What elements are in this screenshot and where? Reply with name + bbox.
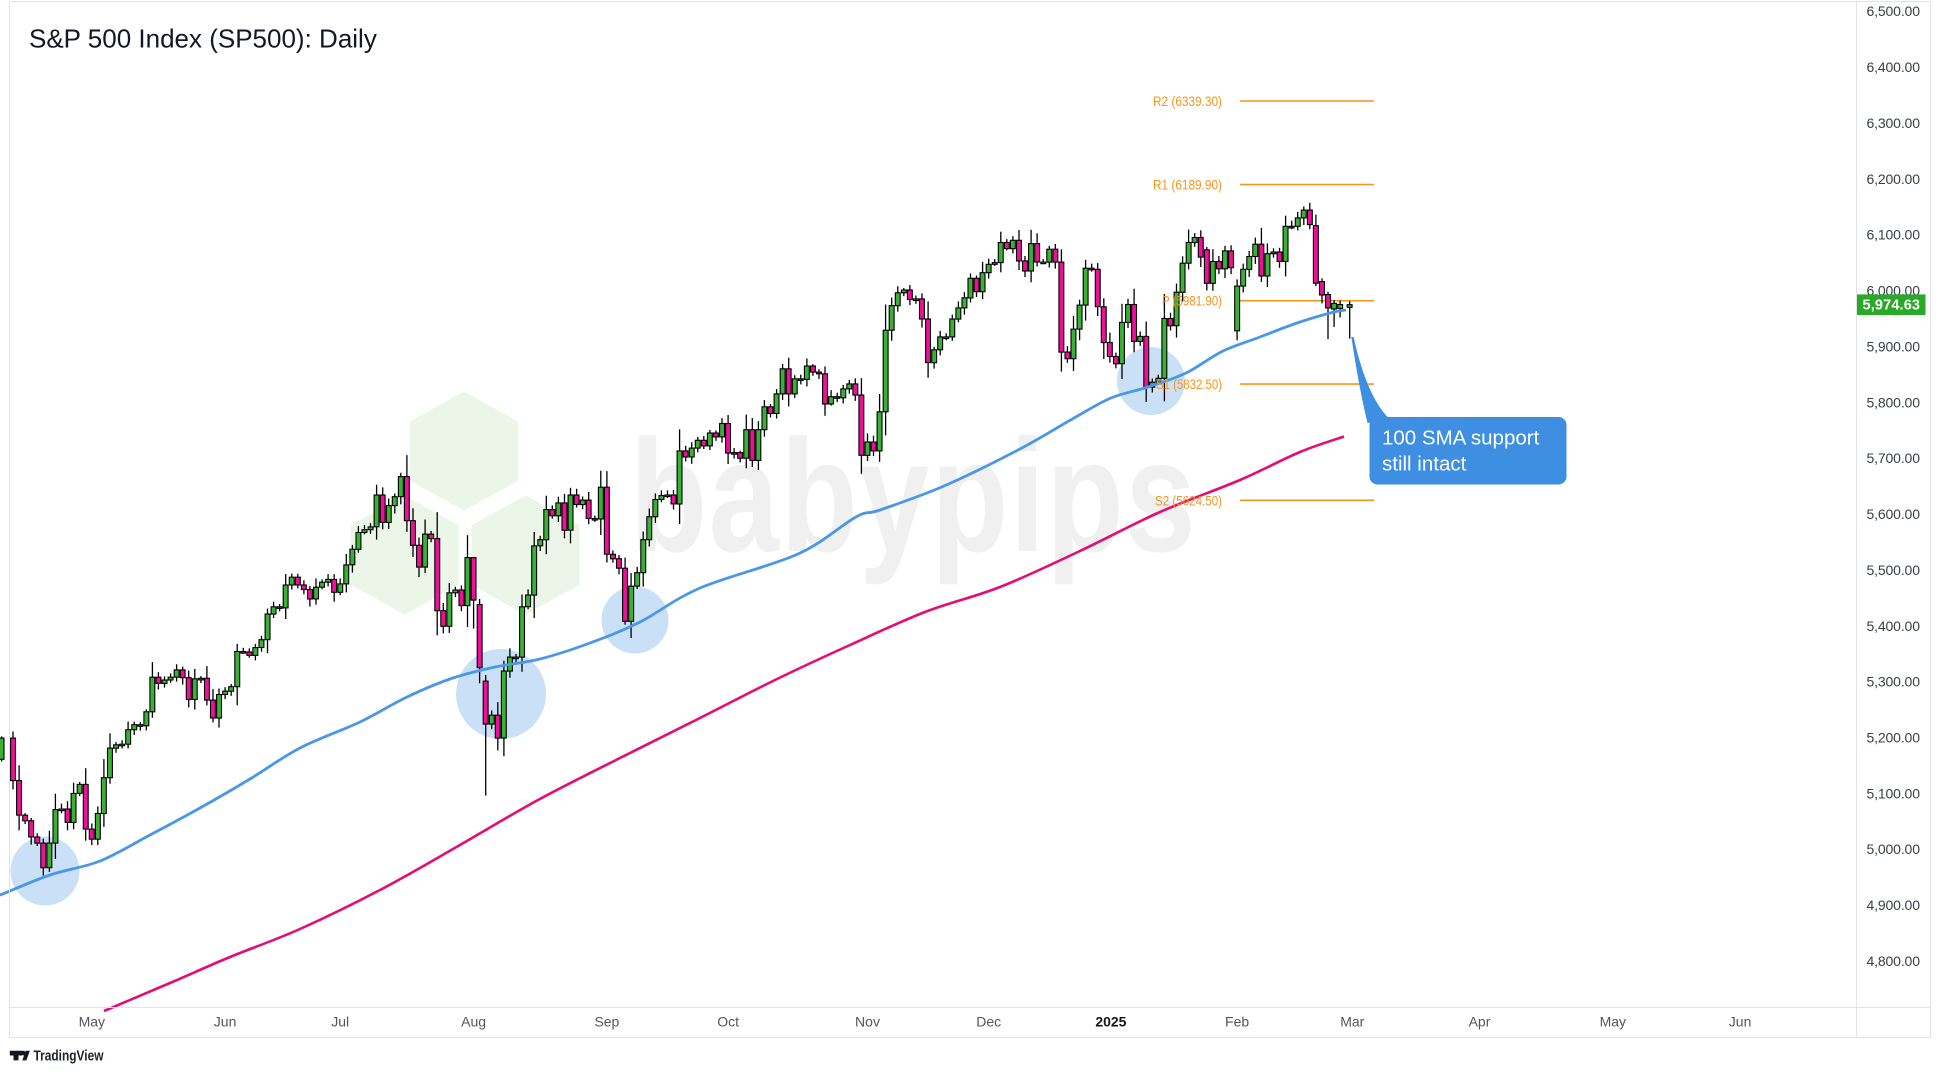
svg-text:5,200.00: 5,200.00 <box>1867 730 1921 746</box>
svg-text:Feb: Feb <box>1225 1014 1249 1030</box>
svg-text:S&P 500 Index (SP500): Daily: S&P 500 Index (SP500): Daily <box>29 24 377 54</box>
svg-text:5,900.00: 5,900.00 <box>1867 338 1921 354</box>
svg-text:2025: 2025 <box>1095 1014 1126 1030</box>
svg-text:still intact: still intact <box>1382 453 1467 476</box>
svg-text:5,300.00: 5,300.00 <box>1867 674 1921 690</box>
svg-text:5,974.63: 5,974.63 <box>1863 298 1921 314</box>
svg-text:5,100.00: 5,100.00 <box>1867 785 1921 801</box>
svg-text:Jun: Jun <box>1729 1014 1752 1030</box>
svg-text:6,100.00: 6,100.00 <box>1867 227 1921 243</box>
svg-text:6,400.00: 6,400.00 <box>1867 59 1921 75</box>
svg-text:5,400.00: 5,400.00 <box>1867 618 1921 634</box>
svg-text:5,600.00: 5,600.00 <box>1867 506 1921 522</box>
svg-text:Jul: Jul <box>331 1014 349 1030</box>
svg-text:May: May <box>79 1014 105 1030</box>
svg-text:May: May <box>1600 1014 1626 1030</box>
svg-text:R2 (6339.30): R2 (6339.30) <box>1153 93 1222 109</box>
svg-text:Dec: Dec <box>976 1014 1001 1030</box>
svg-text:5,000.00: 5,000.00 <box>1867 841 1921 857</box>
svg-text:6,300.00: 6,300.00 <box>1867 115 1921 131</box>
svg-text:Aug: Aug <box>461 1014 486 1030</box>
svg-text:Mar: Mar <box>1340 1014 1364 1030</box>
svg-text:TradingView: TradingView <box>34 1049 105 1065</box>
svg-text:S2 (5624.50): S2 (5624.50) <box>1155 492 1222 508</box>
svg-text:R1 (6189.90): R1 (6189.90) <box>1153 177 1222 193</box>
svg-text:6,200.00: 6,200.00 <box>1867 171 1921 187</box>
svg-text:4,900.00: 4,900.00 <box>1867 897 1921 913</box>
svg-text:Sep: Sep <box>594 1014 619 1030</box>
svg-text:P (5981.90): P (5981.90) <box>1162 293 1222 309</box>
svg-text:5,800.00: 5,800.00 <box>1867 394 1921 410</box>
svg-text:6,500.00: 6,500.00 <box>1867 3 1921 19</box>
svg-text:Jun: Jun <box>214 1014 237 1030</box>
svg-text:5,700.00: 5,700.00 <box>1867 450 1921 466</box>
svg-text:Oct: Oct <box>717 1014 739 1030</box>
svg-text:Nov: Nov <box>855 1014 880 1030</box>
svg-text:100 SMA support: 100 SMA support <box>1382 427 1540 450</box>
svg-text:Apr: Apr <box>1469 1014 1491 1030</box>
svg-text:5,500.00: 5,500.00 <box>1867 562 1921 578</box>
svg-text:4,800.00: 4,800.00 <box>1867 953 1921 969</box>
svg-text:S1 (5832.50): S1 (5832.50) <box>1156 376 1222 392</box>
